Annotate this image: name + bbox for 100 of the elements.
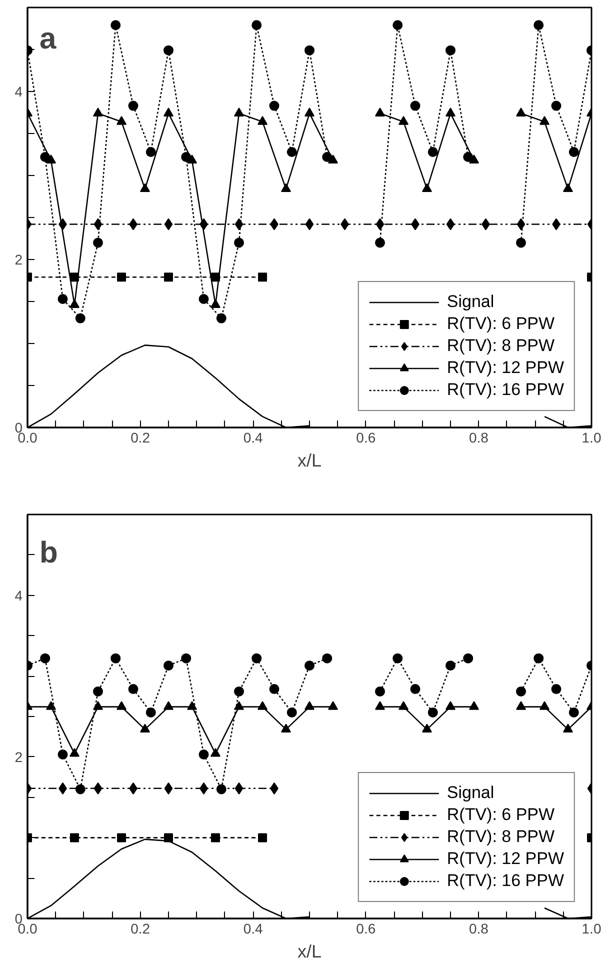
- x-tick-label: 0.8: [468, 430, 489, 446]
- point: [551, 684, 562, 694]
- point: [540, 701, 550, 710]
- point: [376, 218, 384, 230]
- point: [428, 707, 438, 718]
- point: [446, 108, 456, 116]
- x-tick-label: 0.8: [468, 920, 489, 936]
- point: [75, 784, 86, 794]
- annotation: a: [40, 22, 56, 56]
- point: [58, 749, 68, 760]
- point: [568, 707, 579, 718]
- annotation: b: [40, 536, 58, 570]
- point: [304, 108, 314, 116]
- point: [58, 294, 68, 304]
- point: [110, 653, 121, 664]
- point: [258, 833, 268, 842]
- point: [540, 116, 550, 125]
- point: [305, 218, 314, 230]
- x-tick-label: 1.0: [582, 430, 602, 446]
- point: [463, 152, 474, 162]
- x-tick-label: 0.6: [356, 920, 376, 936]
- x-tick-label: 0.2: [130, 430, 150, 446]
- point: [375, 686, 385, 696]
- point: [392, 20, 403, 30]
- point: [304, 660, 314, 671]
- point: [410, 684, 420, 694]
- point: [516, 108, 526, 116]
- x-axis-title: x/L: [297, 942, 322, 962]
- point: [198, 749, 209, 760]
- x-axis-title: x/L: [297, 450, 322, 470]
- point: [187, 701, 198, 710]
- x-tick-label: 0.6: [356, 430, 376, 446]
- point: [117, 272, 126, 282]
- point: [116, 701, 127, 710]
- point: [210, 299, 220, 308]
- legend-label: R(TV): 12 PPW: [446, 849, 564, 869]
- x-tick-label: 0.2: [130, 920, 150, 936]
- point: [93, 686, 103, 696]
- point: [70, 833, 79, 842]
- point: [94, 218, 102, 230]
- y-tick-label: 2: [14, 748, 23, 765]
- y-tick-label: 4: [14, 84, 23, 100]
- point: [40, 653, 50, 664]
- point: [469, 701, 480, 710]
- point: [164, 701, 174, 710]
- point: [140, 724, 150, 733]
- point: [422, 724, 432, 733]
- point: [375, 238, 385, 248]
- point: [322, 152, 332, 162]
- point: [210, 748, 220, 757]
- point: [110, 20, 121, 30]
- point: [234, 238, 244, 248]
- point: [551, 100, 562, 111]
- point: [568, 146, 579, 157]
- point: [46, 701, 56, 710]
- point: [516, 701, 526, 710]
- point: [93, 108, 103, 116]
- point: [117, 833, 126, 842]
- point: [234, 218, 244, 230]
- point: [280, 183, 291, 192]
- point: [269, 684, 280, 694]
- point: [164, 45, 174, 56]
- point: [164, 272, 173, 282]
- x-tick-label: 0.4: [243, 920, 264, 936]
- point: [93, 238, 103, 248]
- point: [422, 183, 432, 192]
- legend-label: R(TV): 16 PPW: [446, 871, 564, 891]
- point: [94, 782, 102, 794]
- point: [164, 108, 174, 116]
- point: [181, 152, 192, 162]
- point: [140, 183, 150, 192]
- legend-label: Signal: [446, 783, 494, 803]
- point: [328, 701, 338, 710]
- point: [116, 116, 127, 125]
- point: [562, 183, 573, 192]
- point: [40, 152, 50, 162]
- point: [534, 20, 544, 30]
- point: [286, 146, 297, 157]
- point: [286, 707, 297, 718]
- point: [146, 146, 156, 157]
- point: [234, 686, 244, 696]
- point: [128, 100, 138, 111]
- point: [258, 701, 268, 710]
- point: [164, 660, 174, 671]
- x-tick-label: 1.0: [582, 920, 602, 936]
- point: [164, 218, 173, 230]
- point: [446, 660, 456, 671]
- point: [75, 313, 86, 324]
- point: [146, 707, 156, 718]
- point: [216, 313, 226, 324]
- point: [198, 294, 209, 304]
- point: [69, 748, 80, 757]
- point: [234, 701, 244, 710]
- point: [234, 782, 244, 794]
- point: [534, 653, 544, 664]
- point: [69, 299, 80, 308]
- point: [210, 833, 220, 842]
- point: [398, 701, 409, 710]
- point: [252, 20, 262, 30]
- point: [375, 701, 385, 710]
